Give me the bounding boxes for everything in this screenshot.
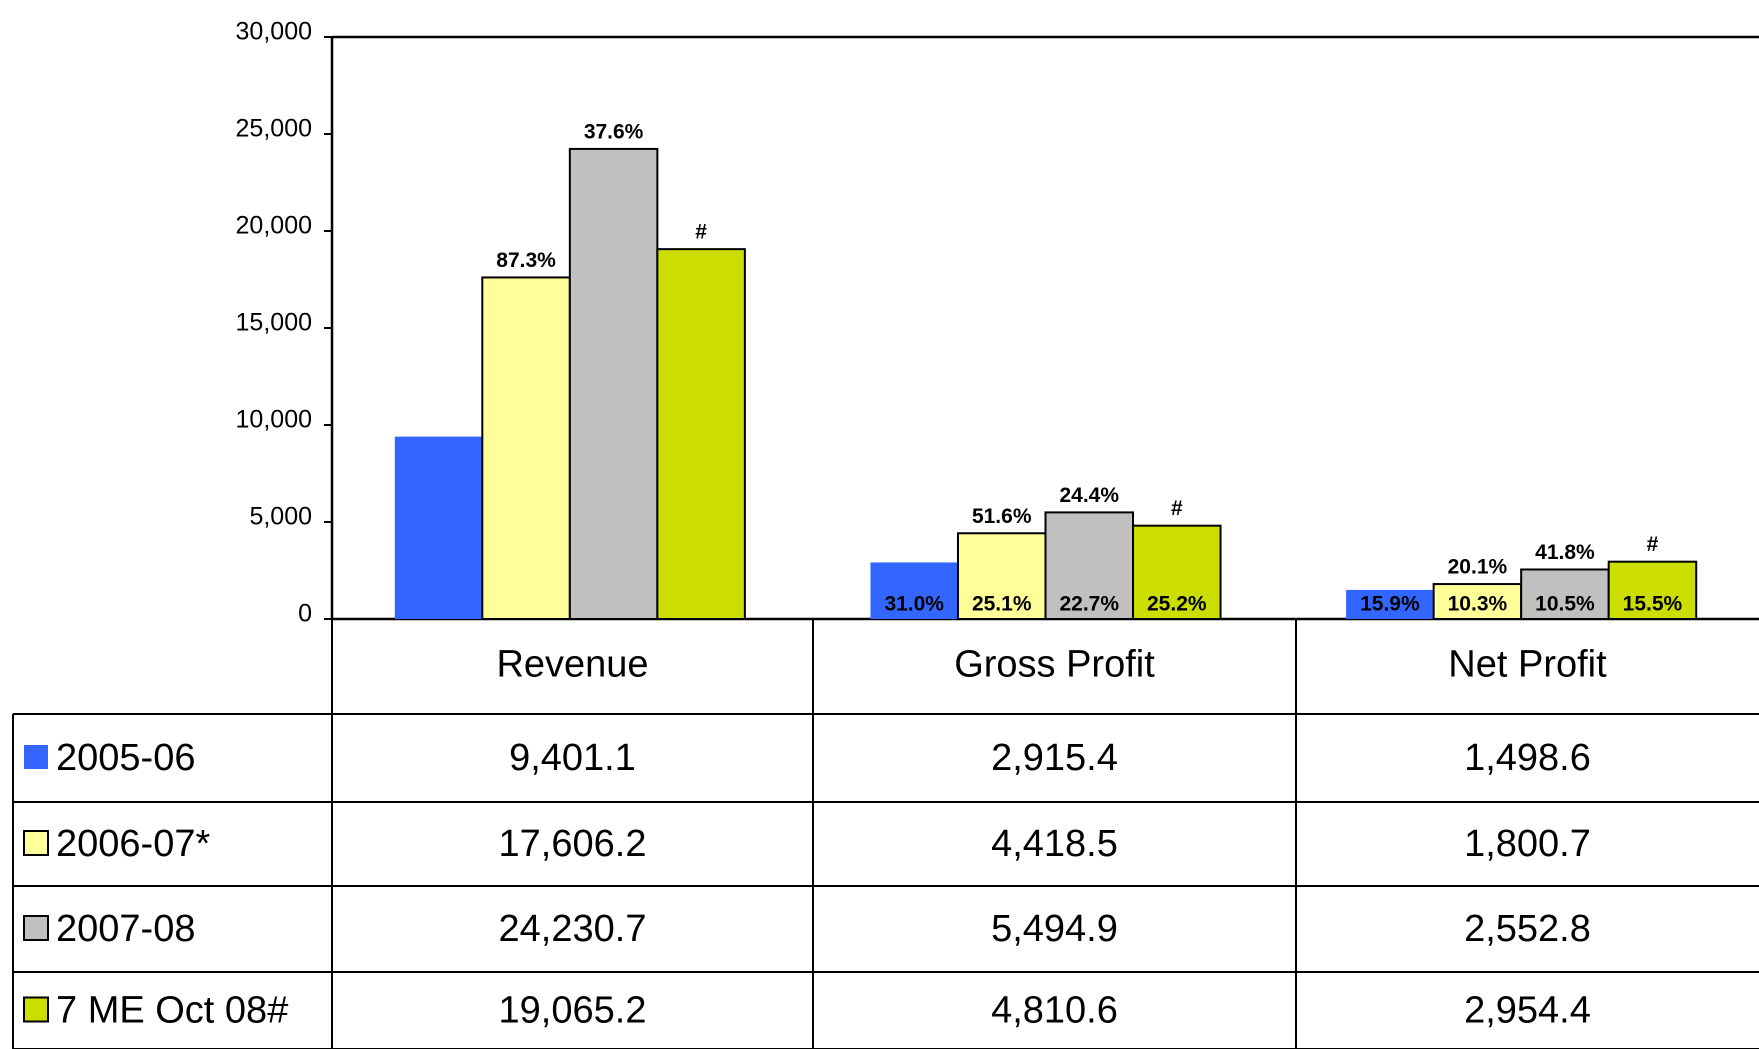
y-tick-label: 20,000	[236, 212, 312, 240]
y-tick-label: 30,000	[236, 18, 312, 46]
bar	[1132, 524, 1222, 621]
legend-label: 7 ME Oct 08#	[56, 990, 288, 1032]
table-value: 19,065.2	[499, 990, 647, 1032]
legend-label: 2006-07*	[56, 823, 210, 865]
bar	[870, 562, 958, 619]
margin-label: 25.1%	[972, 593, 1032, 616]
table-value: 2,915.4	[991, 737, 1118, 779]
margin-label: 10.5%	[1535, 593, 1595, 616]
table-value: 2,954.4	[1464, 990, 1591, 1032]
bar	[481, 276, 571, 620]
legend-label: 2007-08	[56, 908, 195, 950]
table-value: 2,552.8	[1464, 908, 1591, 950]
y-tick-label: 10,000	[236, 406, 312, 434]
growth-label: #	[695, 221, 707, 244]
x-category-label: Net Profit	[1448, 644, 1607, 686]
bar	[568, 147, 659, 621]
bar	[656, 248, 746, 620]
bar	[1520, 568, 1610, 621]
table-value: 5,494.9	[991, 908, 1118, 950]
margin-label: 10.3%	[1448, 593, 1508, 616]
growth-label: 41.8%	[1535, 541, 1595, 564]
growth-label: #	[1647, 533, 1659, 556]
y-tick-label: 25,000	[236, 115, 312, 143]
growth-label: 51.6%	[972, 505, 1032, 528]
legend-swatch	[24, 745, 48, 769]
growth-label: 37.6%	[584, 120, 644, 143]
growth-label: 20.1%	[1448, 556, 1508, 579]
bar	[1346, 589, 1434, 619]
margin-label: 25.2%	[1147, 593, 1207, 616]
x-category-label: Gross Profit	[954, 644, 1155, 686]
growth-label: 24.4%	[1059, 484, 1119, 507]
margin-label: 15.9%	[1360, 593, 1420, 616]
table-value: 1,498.6	[1464, 737, 1591, 779]
bar	[394, 436, 483, 619]
growth-label: #	[1171, 497, 1183, 520]
legend-swatch	[23, 996, 49, 1023]
table-value: 24,230.7	[499, 908, 647, 950]
table-value: 9,401.1	[509, 737, 636, 779]
legend-swatch	[23, 915, 49, 941]
y-tick-label: 15,000	[236, 309, 312, 337]
legend-swatch	[23, 830, 49, 856]
y-tick-label: 0	[298, 600, 312, 628]
table-value: 17,606.2	[499, 823, 647, 865]
legend-label: 2005-06	[56, 737, 195, 779]
bar	[1044, 511, 1135, 620]
y-tick-label: 5,000	[249, 503, 312, 531]
table-value: 4,810.6	[991, 990, 1118, 1032]
margin-label: 15.5%	[1623, 593, 1683, 616]
x-category-label: Revenue	[496, 644, 648, 686]
bar	[1607, 560, 1698, 620]
table-value: 1,800.7	[1464, 823, 1591, 865]
growth-label: 87.3%	[496, 249, 556, 272]
margin-label: 22.7%	[1059, 593, 1119, 616]
margin-label: 31.0%	[884, 593, 944, 616]
table-value: 4,418.5	[991, 823, 1118, 865]
